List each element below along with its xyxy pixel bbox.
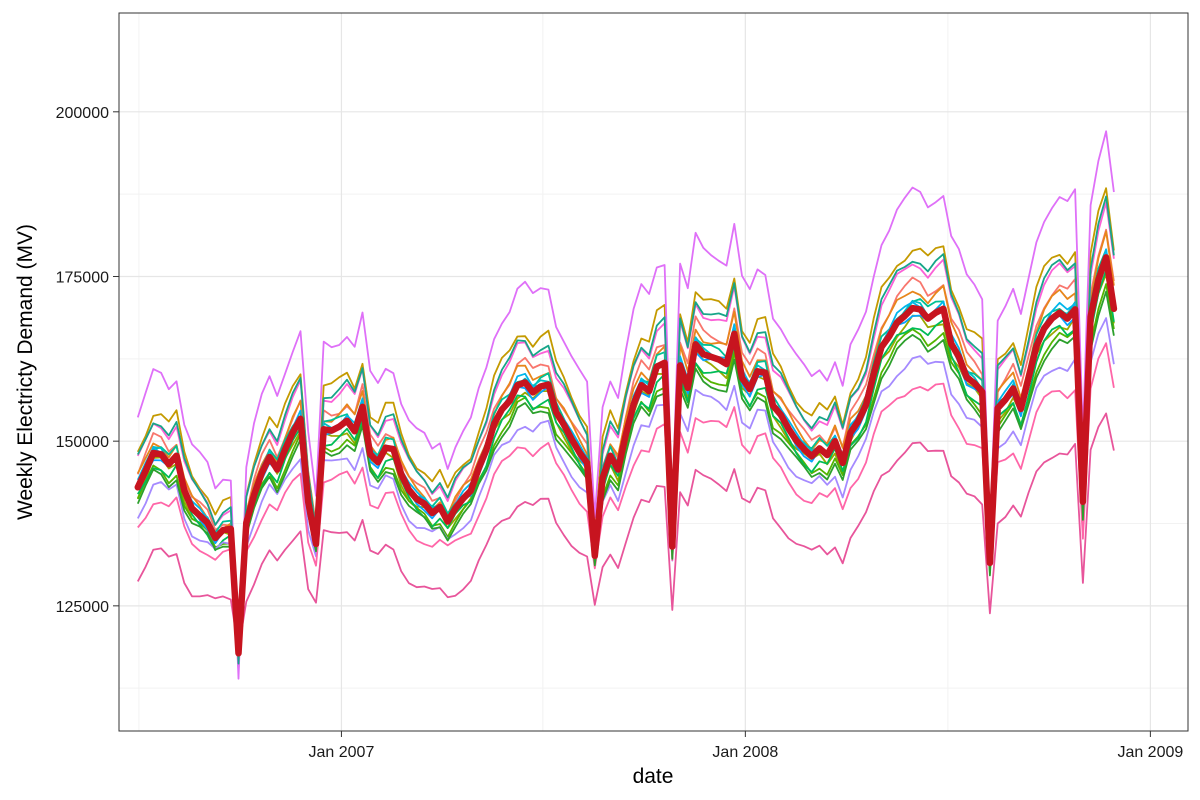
mean-series-line	[134, 254, 1118, 657]
member-series-line	[137, 412, 1115, 651]
member-series-line	[137, 342, 1115, 615]
x-tick-label: Jan 2007	[309, 744, 375, 761]
x-axis: Jan 2007 Jan 2008 Jan 2009	[309, 731, 1183, 761]
member-series-line	[137, 317, 1115, 635]
member-series-line	[137, 230, 1115, 661]
y-tick-label: 150000	[56, 434, 109, 451]
y-axis-title: Weekly Electricty Demand (MV)	[14, 224, 37, 520]
mean-series-layer	[134, 254, 1118, 657]
member-series-line	[136, 195, 1115, 665]
y-tick-label: 125000	[56, 599, 109, 616]
y-tick-label: 175000	[56, 269, 109, 286]
x-axis-title: date	[633, 765, 674, 788]
x-tick-label: Jan 2008	[712, 744, 778, 761]
member-series-line	[136, 130, 1115, 680]
y-tick-label: 200000	[56, 105, 109, 122]
x-tick-label: Jan 2009	[1117, 744, 1183, 761]
y-axis: 125000 150000 175000 200000	[56, 105, 119, 616]
panel-border	[118, 12, 1189, 732]
